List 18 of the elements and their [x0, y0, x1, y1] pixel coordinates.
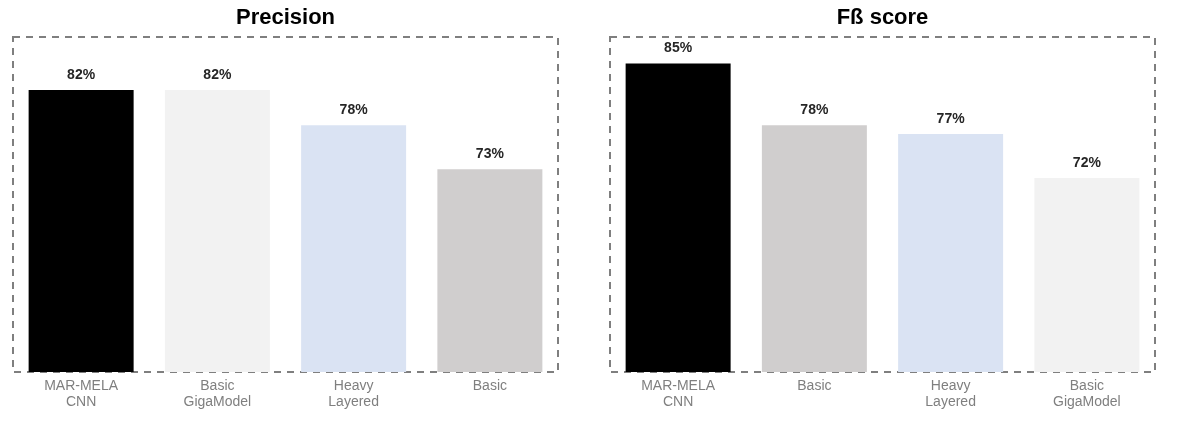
chart-title: Precision — [235, 4, 336, 29]
data-label: 72% — [1072, 154, 1102, 171]
data-label: 82% — [67, 65, 96, 82]
data-label: 78% — [800, 101, 829, 118]
x-tick-label: Basic GigaModel — [183, 376, 252, 409]
chart-title: Fß score — [836, 4, 929, 29]
x-tick-label: Heavy Layered — [925, 376, 976, 409]
data-label: 73% — [475, 145, 505, 162]
x-tick-label: MAR-MELA CNN — [641, 376, 716, 409]
data-label: 77% — [936, 109, 966, 126]
x-tick-label: Basic GigaModel — [1053, 376, 1121, 409]
x-tick-label: Basic — [472, 376, 507, 393]
data-label: 82% — [203, 65, 232, 82]
data-label: 78% — [339, 101, 369, 118]
x-tick-label: MAR-MELA CNN — [44, 376, 119, 409]
x-tick-label: Heavy Layered — [328, 376, 379, 409]
x-tick-label: Basic — [797, 376, 832, 393]
data-label: 85% — [664, 39, 693, 56]
